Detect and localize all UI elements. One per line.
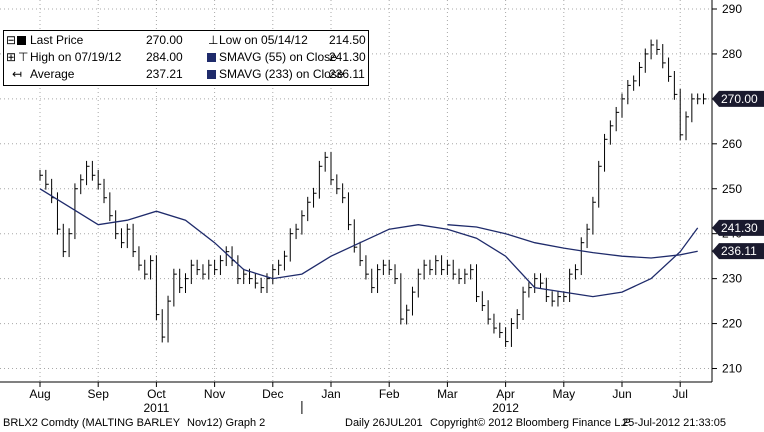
y-tick-label: 220 xyxy=(722,317,742,331)
y-tick-label: 280 xyxy=(722,47,742,61)
x-tick-label: May xyxy=(552,387,575,401)
legend-row-1: ⊟ Last Price 270.00 ⊥ Low on 05/14/12 21… xyxy=(4,32,368,49)
y-axis-ticks: 210220230240250260270280290 xyxy=(712,2,742,376)
legend-expand-icon[interactable]: ⊞ xyxy=(6,50,17,64)
sma233-swatch-icon xyxy=(207,70,216,79)
year-label: 2011 xyxy=(143,401,169,415)
legend-sma55-value: 241.30 xyxy=(329,50,366,64)
x-tick-label: Aug xyxy=(29,387,50,401)
legend-average-value: 237.21 xyxy=(146,67,183,81)
average-marker-icon: ↤ xyxy=(12,67,23,81)
y-tick-label: 230 xyxy=(722,272,742,286)
high-marker-icon: ⊤ xyxy=(18,50,29,64)
y-tick-label: 250 xyxy=(722,182,742,196)
legend-row-2: ⊞ ⊤ High on 07/19/12 284.00 SMAVG (55) o… xyxy=(4,49,368,66)
legend-row-3: ↤ Average 237.21 SMAVG (233) on Close 23… xyxy=(4,66,368,83)
footer-graph: Nov12) Graph 2 xyxy=(187,417,266,429)
right-value-label-bg xyxy=(712,243,764,260)
right-value-label: 241.30 xyxy=(712,219,764,236)
right-axis-value-labels: 270.00 241.30 236.11 xyxy=(712,90,764,260)
footer-daily: Daily 26JUL201 xyxy=(345,417,423,429)
legend-collapse-icon[interactable]: ⊟ xyxy=(6,33,17,47)
footer-timestamp: 25-Jul-2012 21:33:05 xyxy=(622,417,726,429)
legend-low-label: Low on 05/14/12 xyxy=(219,33,308,47)
sma55-line xyxy=(39,188,699,298)
right-value-label-text: 270.00 xyxy=(721,92,758,106)
x-tick-label: Sep xyxy=(88,387,110,401)
x-tick-label: Jul xyxy=(673,387,688,401)
x-tick-label: Nov xyxy=(204,387,225,401)
series-layer xyxy=(39,39,707,347)
low-marker-icon: ⊥ xyxy=(208,33,219,47)
x-tick-label: Feb xyxy=(379,387,400,401)
y-tick-label: 210 xyxy=(722,362,742,376)
legend-low-value: 214.50 xyxy=(329,33,366,47)
sma55-swatch-icon xyxy=(207,53,216,62)
legend-sma233-value: 236.11 xyxy=(329,67,365,81)
legend-high-label: High on 07/19/12 xyxy=(30,50,122,64)
legend-last-price-label: Last Price xyxy=(30,33,84,47)
legend-last-price-value: 270.00 xyxy=(146,33,183,47)
x-tick-label: Mar xyxy=(437,387,458,401)
right-value-label: 270.00 xyxy=(712,90,764,107)
chart-footer: BRLX2 Comdty (MALTING BARLEY Nov12) Grap… xyxy=(0,415,764,432)
right-value-label-bg xyxy=(712,90,764,107)
legend-sma55-label: SMAVG (55) on Close xyxy=(219,50,337,64)
y-tick-label: 290 xyxy=(722,2,742,16)
chart-legend: ⊟ Last Price 270.00 ⊥ Low on 05/14/12 21… xyxy=(3,30,369,86)
sma233-line xyxy=(447,224,698,259)
right-value-label-bg xyxy=(712,219,764,236)
right-value-label: 236.11 xyxy=(712,243,764,260)
year-label: 2012 xyxy=(492,401,519,415)
y-tick-label: 260 xyxy=(722,137,742,151)
last-price-swatch-icon xyxy=(17,36,26,45)
right-value-label-text: 236.11 xyxy=(721,244,757,258)
legend-average-label: Average xyxy=(30,67,75,81)
x-tick-label: Jun xyxy=(612,387,631,401)
footer-security: BRLX2 Comdty (MALTING BARLEY xyxy=(3,417,181,429)
legend-sma233-label: SMAVG (233) on Close xyxy=(219,67,344,81)
footer-copyright: Copyright© 2012 Bloomberg Finance L.P. xyxy=(430,417,633,429)
x-tick-label: Oct xyxy=(147,387,166,401)
axes xyxy=(0,0,713,383)
x-tick-label: Apr xyxy=(496,387,515,401)
x-tick-label: Jan xyxy=(321,387,340,401)
legend-high-value: 284.00 xyxy=(146,50,183,64)
x-tick-label: Dec xyxy=(262,387,283,401)
x-axis-ticks: Aug Sep Oct Nov Dec Jan Feb Mar Apr May Jun Jul 2011… xyxy=(29,382,688,415)
right-value-label-text: 241.30 xyxy=(721,221,758,235)
